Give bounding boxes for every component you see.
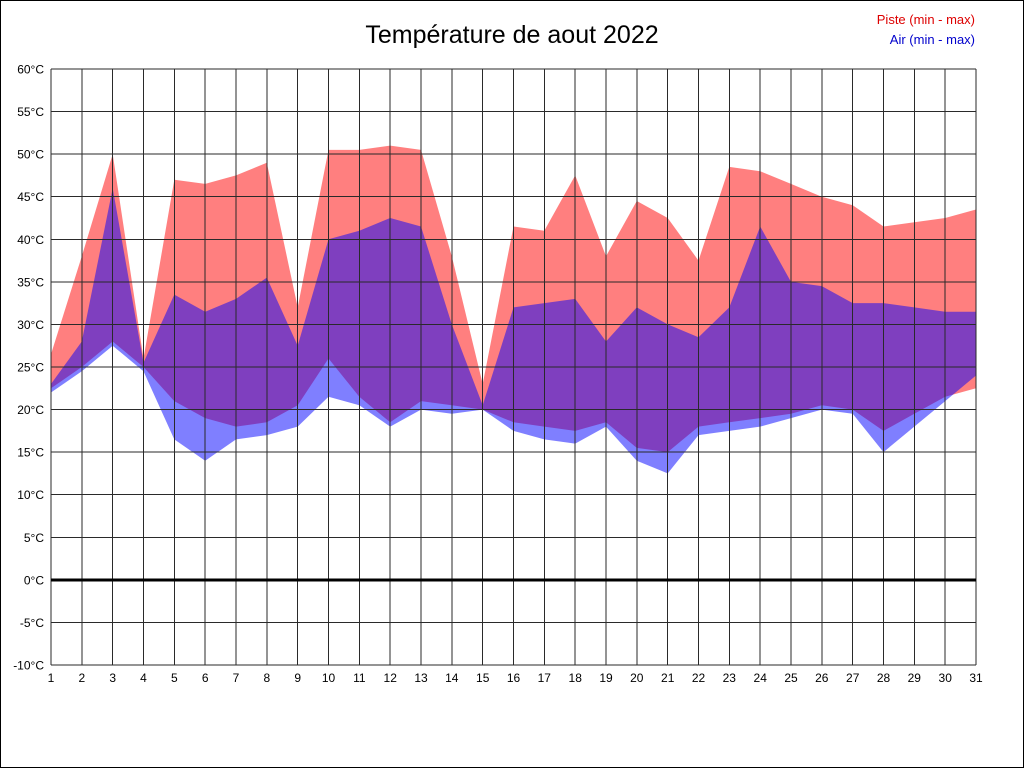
y-tick-label: 30°C [17,318,44,332]
x-tick-label: 16 [507,671,521,685]
x-tick-label: 1 [48,671,55,685]
x-tick-label: 9 [294,671,301,685]
x-tick-label: 27 [846,671,860,685]
y-tick-label: 45°C [17,190,44,204]
x-tick-label: 10 [322,671,336,685]
x-tick-label: 29 [908,671,922,685]
x-tick-label: 24 [754,671,768,685]
legend-item-piste: Piste (min - max) [876,12,975,27]
chart-title: Température de aout 2022 [365,21,659,49]
y-tick-label: -5°C [20,616,44,630]
y-tick-label: 10°C [17,488,44,502]
x-tick-label: 17 [538,671,552,685]
y-tick-label: 55°C [17,105,44,119]
y-tick-label: 15°C [17,446,44,460]
legend: Piste (min - max) Air (min - max) [877,10,975,50]
x-tick-label: 20 [630,671,644,685]
y-tick-label: 35°C [17,275,44,289]
x-tick-label: 7 [233,671,240,685]
x-tick-label: 22 [692,671,706,685]
x-tick-label: 6 [202,671,209,685]
x-tick-label: 2 [78,671,85,685]
y-tick-label: 40°C [17,233,44,247]
x-tick-label: 13 [414,671,428,685]
x-tick-label: 19 [599,671,613,685]
x-tick-label: 15 [476,671,490,685]
y-tick-label: 25°C [17,361,44,375]
x-tick-label: 25 [784,671,798,685]
y-tick-label: 0°C [24,573,44,587]
y-tick-label: 60°C [17,63,44,77]
y-tick-label: -10°C [13,659,44,673]
x-tick-label: 21 [661,671,675,685]
x-tick-label: 26 [815,671,829,685]
x-tick-label: 23 [723,671,737,685]
x-tick-label: 28 [877,671,891,685]
x-tick-label: 5 [171,671,178,685]
x-tick-label: 4 [140,671,147,685]
x-tick-label: 12 [384,671,398,685]
y-tick-label: 5°C [24,531,44,545]
x-tick-label: 14 [445,671,459,685]
legend-item-air: Air (min - max) [889,32,975,47]
x-tick-label: 11 [353,671,366,685]
y-tick-label: 50°C [17,148,44,162]
x-tick-label: 8 [263,671,270,685]
x-tick-label: 18 [569,671,583,685]
x-tick-label: 31 [969,671,983,685]
y-tick-label: 20°C [17,403,44,417]
x-tick-label: 30 [939,671,953,685]
x-tick-label: 3 [109,671,116,685]
